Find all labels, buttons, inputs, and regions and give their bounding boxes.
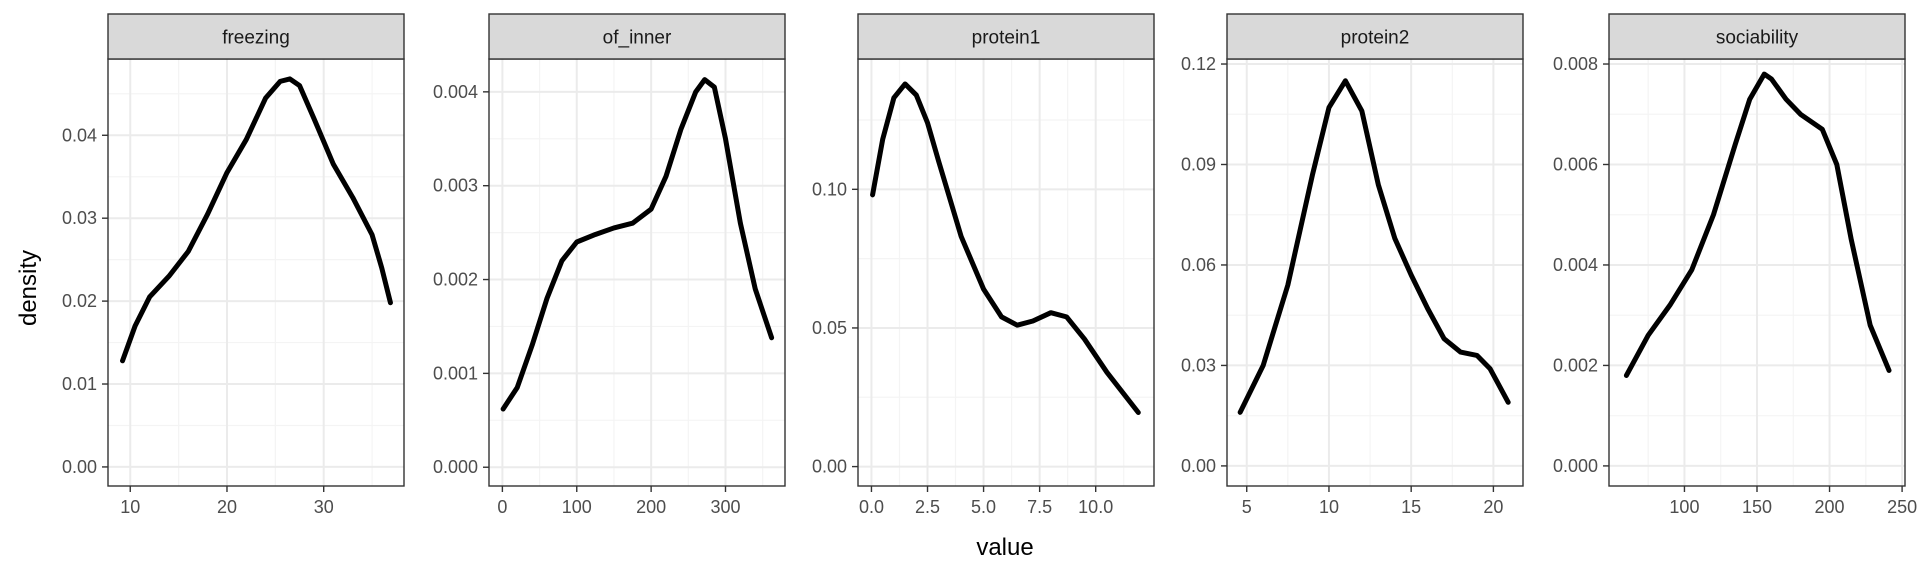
facet-panel-sociability: sociability 100 150 200 250 0.000 0.002 0.004 0.… <box>1553 13 1917 517</box>
y-tick-label: 0.003 <box>433 176 478 196</box>
panel-background <box>108 59 404 486</box>
y-tick-label: 0.00 <box>812 457 847 477</box>
strip-label: of_inner <box>603 28 672 49</box>
y-axis-title: density <box>15 250 42 326</box>
y-tick-label: 0.004 <box>1553 255 1598 275</box>
x-tick-label: 200 <box>636 497 666 517</box>
y-tick-label: 0.001 <box>433 363 478 383</box>
density-line-sociability <box>1623 71 1892 378</box>
x-tick-label: 10.0 <box>1078 497 1113 517</box>
y-tick-label: 0.03 <box>62 208 97 228</box>
strip-background <box>107 13 405 60</box>
facet-panel-of_inner: of_inner 0 100 200 300 0.000 0.001 0.002 0.003 0.… <box>433 13 786 517</box>
y-tick-label: 0.01 <box>62 374 97 394</box>
density-line-of_inner <box>500 77 775 412</box>
x-tick-label: 15 <box>1401 497 1421 517</box>
x-tick-label: 5.0 <box>971 497 996 517</box>
y-tick-label: 0.04 <box>62 125 97 145</box>
x-tick-label: 100 <box>562 497 592 517</box>
strip-background <box>488 13 786 60</box>
y-tick-label: 0.004 <box>433 82 478 102</box>
y-tick-label: 0.12 <box>1181 54 1216 74</box>
x-tick-label: 150 <box>1742 497 1772 517</box>
x-tick-label: 250 <box>1887 497 1917 517</box>
x-tick-label: 300 <box>710 497 740 517</box>
strip-label: freezing <box>222 28 290 49</box>
y-tick-label: 0.000 <box>1553 456 1598 476</box>
x-tick-label: 10 <box>120 497 140 517</box>
y-tick-label: 0.02 <box>62 291 97 311</box>
x-tick-label: 200 <box>1815 497 1845 517</box>
y-tick-label: 0.10 <box>812 179 847 199</box>
y-tick-label: 0.06 <box>1181 255 1216 275</box>
y-tick-label: 0.03 <box>1181 355 1216 375</box>
panel-background <box>489 59 785 486</box>
facet-panel-protein2: protein2 5 10 15 20 0.00 0.03 0.06 0.09 0.12 <box>1181 13 1524 517</box>
x-tick-label: 30 <box>314 497 334 517</box>
x-tick-label: 0.0 <box>859 497 884 517</box>
density-line-freezing <box>120 76 393 364</box>
facet-panel-protein1: protein1 0.0 2.5 5.0 7.5 10.0 0.00 0.05 0.10 <box>812 13 1155 517</box>
x-tick-label: 2.5 <box>915 497 940 517</box>
y-tick-label: 0.00 <box>1181 456 1216 476</box>
y-tick-label: 0.002 <box>1553 355 1598 375</box>
y-tick-label: 0.006 <box>1553 154 1598 174</box>
x-axis-title: value <box>976 534 1033 561</box>
x-tick-label: 10 <box>1319 497 1339 517</box>
y-tick-label: 0.05 <box>812 318 847 338</box>
facet-panel-freezing: freezing 10 20 30 0.00 0.01 0.02 0.03 0.04 <box>62 13 405 517</box>
y-tick-label: 0.09 <box>1181 154 1216 174</box>
strip-background <box>1226 13 1524 60</box>
y-tick-label: 0.00 <box>62 457 97 477</box>
y-tick-label: 0.008 <box>1553 54 1598 74</box>
x-tick-label: 100 <box>1669 497 1699 517</box>
strip-label: sociability <box>1716 28 1799 49</box>
strip-background <box>1608 13 1906 60</box>
x-tick-label: 20 <box>1483 497 1503 517</box>
x-tick-label: 20 <box>217 497 237 517</box>
strip-background <box>857 13 1155 60</box>
panel-background <box>858 59 1154 486</box>
panel-background <box>1227 59 1523 486</box>
y-tick-label: 0.002 <box>433 270 478 290</box>
x-tick-label: 7.5 <box>1027 497 1052 517</box>
strip-label: protein1 <box>972 28 1041 49</box>
density-line-protein2 <box>1237 78 1511 415</box>
strip-label: protein2 <box>1341 28 1410 49</box>
density-line-protein1 <box>870 81 1141 416</box>
y-tick-label: 0.000 <box>433 457 478 477</box>
x-tick-label: 5 <box>1242 497 1252 517</box>
x-tick-label: 0 <box>497 497 507 517</box>
